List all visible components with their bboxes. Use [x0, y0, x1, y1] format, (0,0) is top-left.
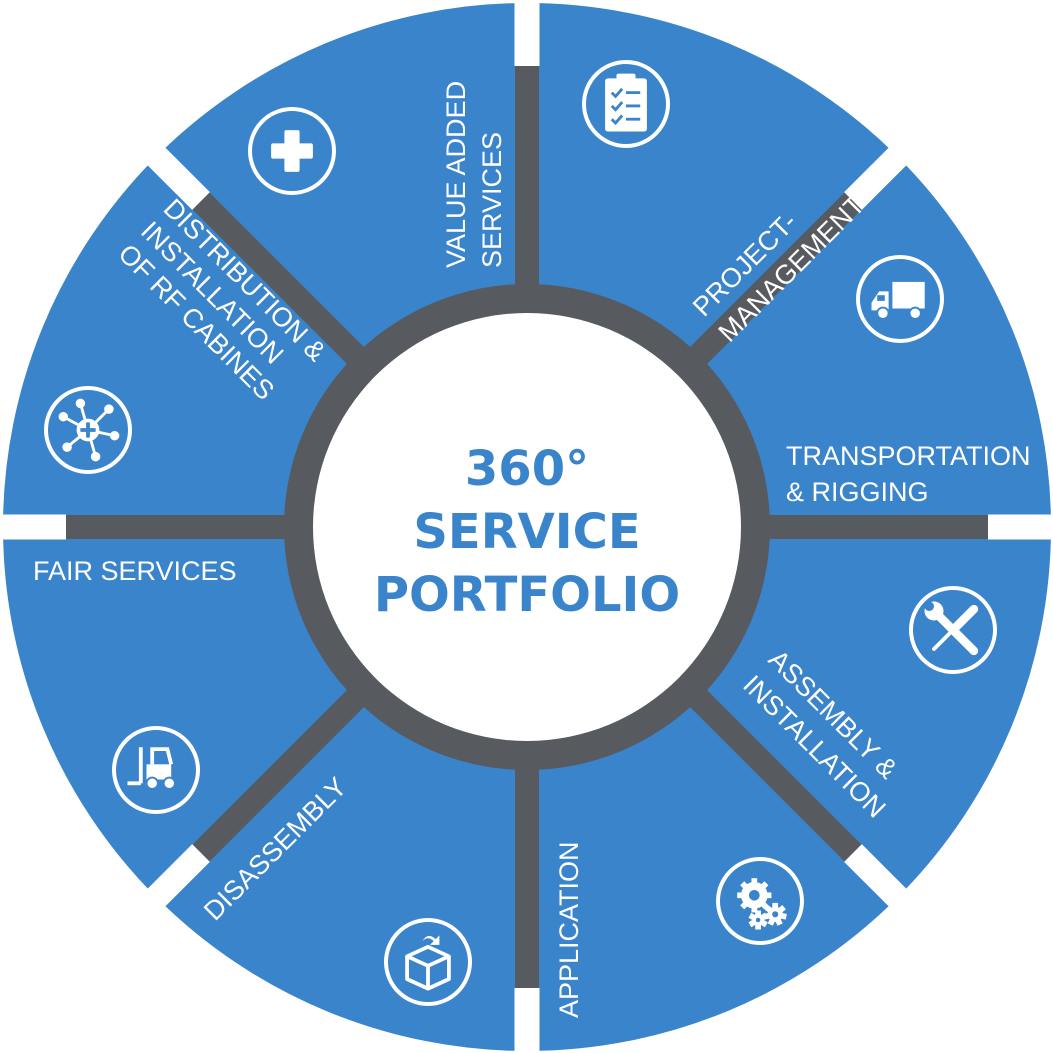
box-icon — [384, 918, 472, 1006]
forklift-icon — [112, 726, 200, 814]
plus-icon — [248, 107, 336, 195]
label-application: APPLICATION — [554, 841, 584, 1018]
label-line: APPLICATION — [554, 841, 584, 1018]
center-title-portfolio: PORTFOLIO — [374, 567, 680, 623]
icons-layer — [44, 60, 997, 1006]
clipboard-checklist-icon — [582, 60, 670, 148]
truck-icon — [856, 255, 944, 343]
network-icon — [44, 386, 132, 474]
label-line: TRANSPORTATION — [786, 441, 1031, 471]
label-line: VALUE ADDED — [441, 81, 471, 268]
segment-divider-spoke — [681, 191, 863, 373]
label-line: SERVICES — [477, 132, 507, 268]
wrench-screwdriver-icon — [909, 586, 997, 674]
segment-divider-gap — [143, 143, 210, 210]
segment-divider-spoke — [191, 191, 373, 373]
segment-divider-spoke — [191, 681, 373, 863]
center-title-360: 360° — [465, 441, 589, 497]
label-value-added-services: VALUE ADDED SERVICES — [441, 81, 507, 268]
label-line: & RIGGING — [786, 477, 929, 507]
label-fair-services: FAIR SERVICES — [33, 556, 237, 586]
hub-center — [313, 313, 741, 741]
segment-divider-spoke — [681, 681, 863, 863]
label-line: FAIR SERVICES — [33, 556, 237, 586]
label-transportation-rigging: TRANSPORTATION & RIGGING — [786, 441, 1031, 507]
segment-divider-gap — [844, 143, 911, 210]
spokes-layer — [64, 64, 990, 990]
segment-divider-gap — [844, 844, 911, 911]
segment-divider-gap — [143, 844, 210, 911]
center-title-service: SERVICE — [413, 504, 640, 560]
gears-icon — [716, 857, 804, 945]
